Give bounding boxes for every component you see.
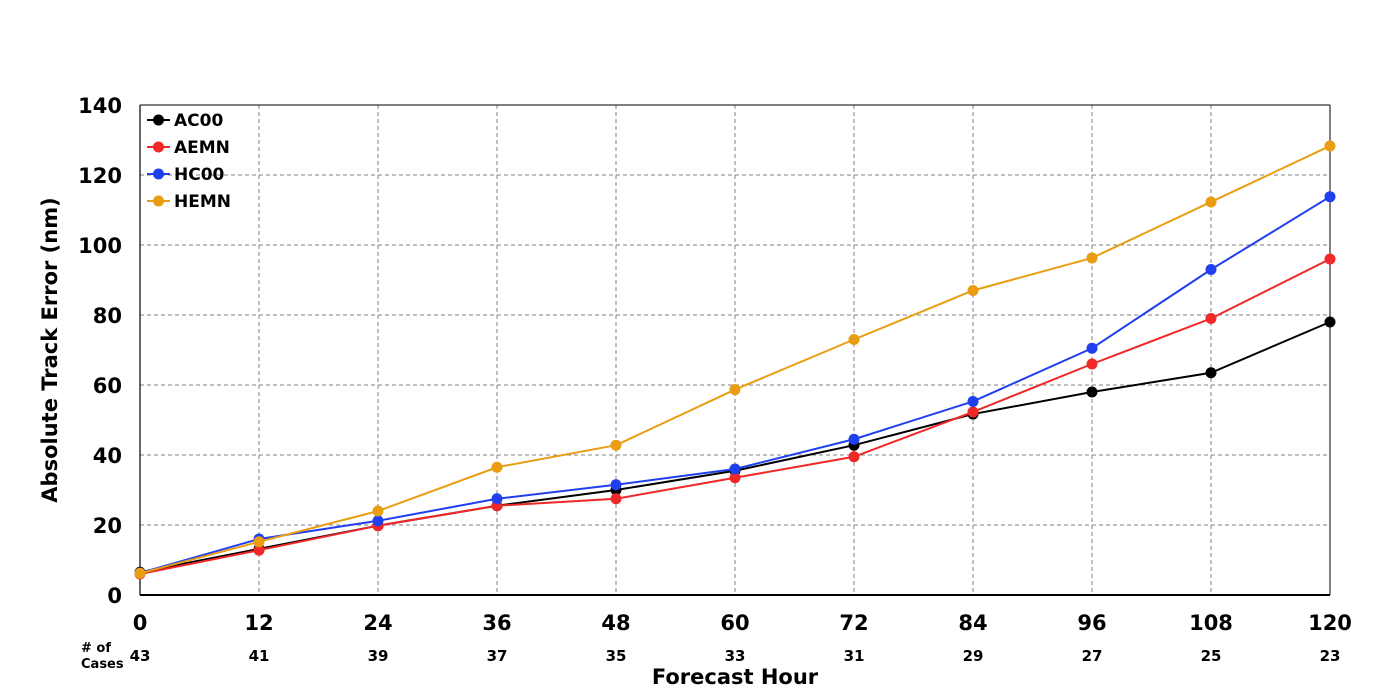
x-tick-label: 72 bbox=[839, 611, 868, 635]
legend-marker-hemn bbox=[153, 195, 164, 207]
x-tick-label: 96 bbox=[1077, 611, 1106, 635]
data-point-hemn bbox=[1086, 252, 1098, 264]
series-lines bbox=[134, 140, 1336, 580]
data-point-hc00 bbox=[967, 395, 979, 407]
data-point-hc00 bbox=[729, 463, 741, 475]
data-point-hemn bbox=[610, 439, 622, 451]
data-point-hemn bbox=[967, 285, 979, 296]
x-tick-label: 108 bbox=[1189, 611, 1233, 635]
grid-lines bbox=[140, 104, 1331, 595]
x-tick-label: 120 bbox=[1308, 611, 1352, 635]
case-count-label: 37 bbox=[487, 647, 508, 665]
x-tick-label: 36 bbox=[482, 611, 511, 635]
data-point-aemn bbox=[1205, 313, 1217, 324]
case-count-label: 33 bbox=[725, 647, 746, 665]
data-point-hc00 bbox=[1086, 342, 1098, 354]
y-tick-label: 60 bbox=[93, 374, 122, 398]
data-point-hc00 bbox=[848, 433, 860, 445]
legend-label-hc00: HC00 bbox=[174, 165, 225, 185]
data-point-hemn bbox=[1205, 196, 1217, 208]
y-axis-title: Absolute Track Error (nm) bbox=[38, 197, 62, 502]
data-point-ac00 bbox=[1324, 316, 1336, 328]
data-point-hemn bbox=[134, 567, 146, 579]
legend-label-hemn: HEMN bbox=[174, 192, 231, 212]
data-point-hemn bbox=[491, 461, 503, 473]
legend-item-ac00: AC00 bbox=[147, 111, 223, 131]
legend-label-aemn: AEMN bbox=[174, 138, 230, 158]
legend-item-hc00: HC00 bbox=[147, 165, 225, 185]
case-count-label: 39 bbox=[368, 647, 389, 665]
legend-label-ac00: AC00 bbox=[174, 111, 223, 131]
x-tick-label: 0 bbox=[133, 611, 148, 635]
legend: AC00 AEMN HC00 HEMN bbox=[147, 111, 231, 212]
legend-item-hemn: HEMN bbox=[147, 192, 231, 212]
data-point-hemn bbox=[1324, 140, 1336, 152]
data-point-hemn bbox=[372, 505, 384, 517]
case-count-label: 43 bbox=[130, 647, 151, 665]
data-point-aemn bbox=[848, 451, 860, 463]
data-point-aemn bbox=[610, 493, 622, 505]
cases-title-line1: # of bbox=[81, 641, 111, 656]
data-point-hc00 bbox=[491, 493, 503, 505]
data-point-hc00 bbox=[1205, 264, 1217, 275]
case-count-label: 35 bbox=[606, 647, 627, 665]
data-point-aemn bbox=[1324, 253, 1336, 265]
x-tick-label: 12 bbox=[244, 611, 273, 635]
data-point-aemn bbox=[1086, 358, 1098, 370]
series-hemn bbox=[134, 140, 1336, 579]
data-point-aemn bbox=[253, 544, 265, 556]
x-tick-label: 60 bbox=[720, 611, 749, 635]
x-tick-label: 48 bbox=[601, 611, 630, 635]
case-count-label: 41 bbox=[249, 647, 270, 665]
data-point-aemn bbox=[729, 472, 741, 484]
case-count-label: 27 bbox=[1082, 647, 1103, 665]
data-point-ac00 bbox=[1205, 367, 1217, 379]
x-tick-label: 24 bbox=[363, 611, 392, 635]
data-point-aemn bbox=[967, 406, 979, 418]
x-axis-title: Forecast Hour bbox=[652, 665, 819, 689]
cases-title-line2: Cases bbox=[81, 657, 124, 672]
y-tick-label: 80 bbox=[93, 304, 122, 328]
legend-marker-ac00 bbox=[153, 114, 164, 126]
legend-item-aemn: AEMN bbox=[147, 138, 230, 158]
data-point-hemn bbox=[253, 536, 265, 548]
legend-marker-hc00 bbox=[153, 168, 164, 180]
series-aemn bbox=[134, 253, 1336, 580]
y-tick-label: 20 bbox=[93, 514, 122, 538]
case-count-label: 29 bbox=[963, 647, 984, 665]
case-count-label: 31 bbox=[844, 647, 865, 665]
legend-marker-aemn bbox=[153, 141, 164, 153]
y-tick-label: 120 bbox=[78, 164, 122, 188]
data-point-hemn bbox=[729, 384, 741, 396]
data-point-hc00 bbox=[372, 515, 384, 527]
case-count-label: 23 bbox=[1320, 647, 1341, 665]
y-tick-label: 40 bbox=[93, 444, 122, 468]
data-point-hc00 bbox=[1324, 191, 1336, 203]
data-point-ac00 bbox=[1086, 386, 1098, 398]
y-tick-label: 0 bbox=[107, 584, 122, 608]
tick-labels: 0 20 40 60 80 100 120 140 0 43 12 41 24 39 36 37 48 35 60 3… bbox=[78, 94, 1352, 665]
data-point-hemn bbox=[848, 334, 860, 345]
data-point-hc00 bbox=[610, 479, 622, 491]
case-count-label: 25 bbox=[1201, 647, 1222, 665]
y-tick-label: 140 bbox=[78, 94, 122, 118]
x-tick-label: 84 bbox=[958, 611, 987, 635]
y-tick-label: 100 bbox=[78, 234, 122, 258]
axes bbox=[139, 104, 1331, 596]
